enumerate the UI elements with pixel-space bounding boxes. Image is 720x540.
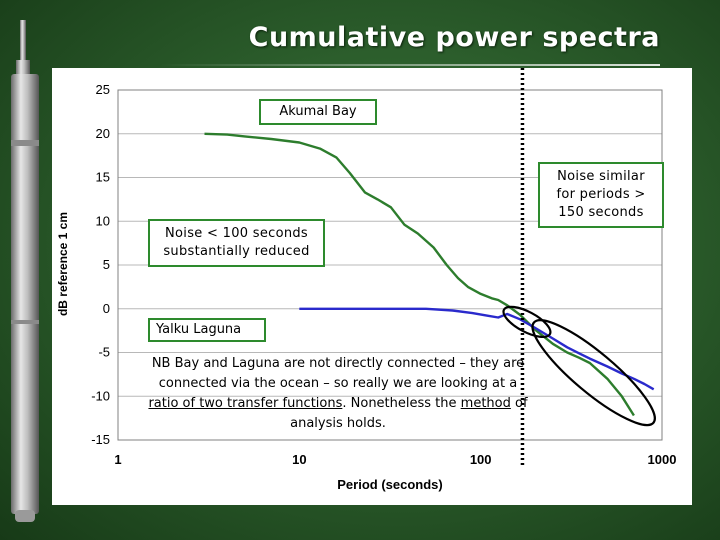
x-axis-label: Period (seconds) (337, 477, 442, 492)
annotation-shapes (502, 68, 656, 468)
y-tick-label: 5 (103, 257, 110, 272)
noise-similar-note: Noise similar for periods > 150 seconds (538, 162, 664, 228)
y-tick-label: 0 (103, 301, 110, 316)
tick-labels: 25 20 15 10 5 0 -5 -10 -15 1 10 100 1000 (91, 82, 676, 467)
series-line-akumal-bay (204, 132, 635, 417)
highlight-ellipse-small (502, 305, 552, 339)
y-tick-label: -15 (91, 432, 110, 447)
series-lines (204, 132, 655, 417)
y-axis-label: dB reference 1 cm (56, 212, 70, 316)
highlight-ellipse-large (531, 319, 656, 427)
y-tick-label: -10 (91, 388, 110, 403)
x-tick-label: 1 (114, 452, 121, 467)
yalku-laguna-label: Yalku Laguna (148, 318, 266, 342)
connection-note-b: . Nonetheless the (342, 396, 461, 411)
x-tick-label: 1000 (648, 452, 677, 467)
noise-reduced-note: Noise < 100 seconds substantially reduce… (148, 219, 325, 267)
title-underline (160, 64, 660, 66)
x-tick-label: 100 (470, 452, 492, 467)
method-underlined: method (460, 396, 511, 411)
akumal-bay-label: Akumal Bay (259, 99, 377, 125)
ratio-underlined: ratio of two transfer functions (148, 396, 343, 411)
y-tick-label: 20 (96, 126, 110, 141)
series-line-yalku-laguna (299, 307, 655, 391)
connection-note-c: of analysis holds. (290, 396, 528, 431)
slide-title: Cumulative power spectra (248, 22, 660, 53)
y-tick-label: 15 (96, 170, 110, 185)
y-tick-label: -5 (98, 345, 110, 360)
axes (117, 89, 663, 441)
y-tick-label: 10 (96, 213, 110, 228)
sensor-photo (11, 20, 39, 522)
plot-frame (117, 89, 663, 441)
connection-note-a: NB Bay and Laguna are not directly conne… (151, 356, 525, 391)
chart-panel: 25 20 15 10 5 0 -5 -10 -15 1 10 100 1000 dB referenc… (52, 68, 692, 505)
x-tick-label: 10 (292, 452, 306, 467)
y-tick-label: 25 (96, 82, 110, 97)
connection-note: NB Bay and Laguna are not directly conne… (148, 354, 528, 434)
spectra-chart: 25 20 15 10 5 0 -5 -10 -15 1 10 100 1000 dB referenc… (56, 68, 676, 492)
